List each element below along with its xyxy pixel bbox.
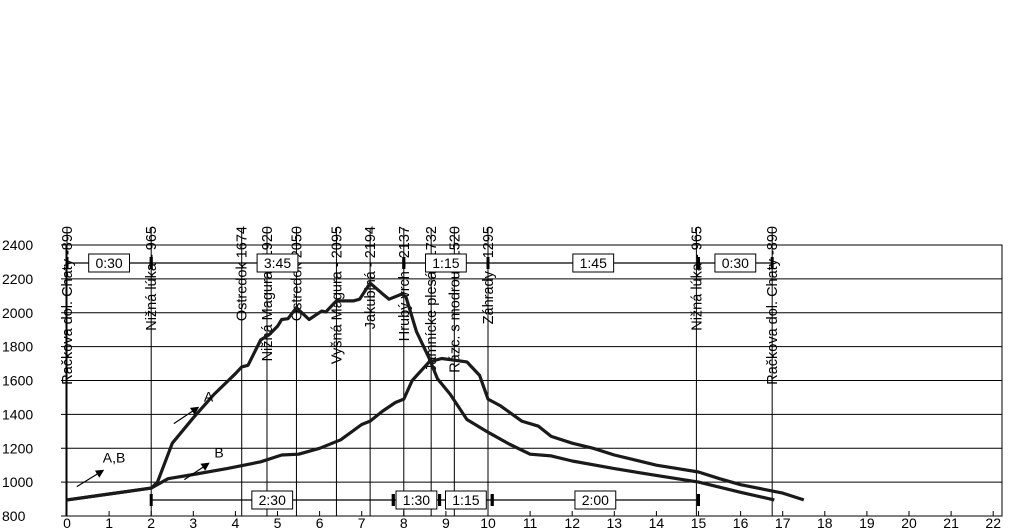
series-label-arrow [173,406,200,425]
waypoint-label: Vyšná Magura - 2095 [329,226,345,364]
time-segment-top-label: 1:15 [432,255,459,271]
series-label-A: A [204,389,214,405]
x-tick-label: 12 [564,515,580,531]
waypoint-label: Ostredok 1674 [235,226,251,321]
series-line-A [66,281,775,502]
waypoint-label: Ostredok 2050 [289,226,305,321]
x-tick-label: 4 [232,515,240,531]
time-segment-bottom-box [395,490,438,510]
waypoint-label: Nižná lúka - 965 [689,226,705,331]
x-tick-label: 14 [649,515,665,531]
x-tick-label: 11 [523,515,538,531]
x-tick-label: 18 [817,515,833,531]
x-tick-label: 5 [274,515,282,531]
time-segment-top-box [714,253,757,273]
x-tick-label: 21 [943,515,959,531]
time-segment-top-label: 0:30 [722,255,749,271]
x-tick-label: 17 [775,515,791,531]
x-tick-label: 2 [147,515,155,531]
y-tick-label: 800 [2,508,26,524]
y-tick-label: 1800 [2,339,33,355]
x-tick-label: 6 [316,515,324,531]
y-tick-label: 2200 [2,271,33,287]
series-label-B: B [214,445,223,461]
x-tick-label: 9 [442,515,450,531]
x-tick-label: 10 [480,515,496,531]
series-label-arrow [184,462,210,481]
waypoint-markers: Račkova dol. Chaty -890 Nižná lúka - 965 O… [60,226,781,516]
waypoint-label: Nižná Magura - 1920 [260,226,276,361]
time-segment-bottom-label: 2:30 [259,492,286,508]
y-tick-label: 1200 [2,440,33,456]
series-line-B [66,356,805,502]
time-segment-top-label: 0:30 [95,255,122,271]
time-segment-bottom-label: 1:30 [403,492,430,508]
y-tick-label: 1600 [2,373,33,389]
y-tick-label: 1400 [2,406,33,422]
time-segment-top-box [572,253,615,273]
x-tick-label: 13 [607,515,623,531]
x-tick-label: 20 [901,515,917,531]
time-segment-top-label: 1:45 [580,255,607,271]
time-segment-bottom-label: 2:00 [582,492,609,508]
x-tick-label: 22 [985,515,1001,531]
waypoint-label: Račkova dol. Chaty -890 [60,226,76,385]
time-segment-top-box [256,253,299,273]
waypoint-label: Jakubiná - 2194 [363,226,379,329]
x-tick-label: 0 [63,515,71,531]
time-segment-top-box [88,253,130,273]
x-tick-label: 16 [733,515,749,531]
waypoint-label: Nižná lúka - 965 [144,226,160,331]
x-tick-label: 1 [105,515,113,531]
x-tick-label: 7 [358,515,366,531]
x-tick-label: 15 [691,515,707,531]
time-segment-bottom-box [251,490,294,510]
waypoint-label: Račkova dol. Chaty -890 [765,226,781,385]
time-segment-bottom-box [444,490,487,510]
time-segment-bottom-label: 1:15 [452,492,479,508]
series-lines [66,281,805,502]
y-tick-label: 2400 [2,237,33,253]
x-tick-label: 3 [189,515,197,531]
annotation-label: A,B [103,450,126,466]
annotation-arrow [76,469,105,488]
x-tick-label: 8 [400,515,408,531]
time-segment-top-box [425,253,467,273]
time-segment-bottom-box [574,490,617,510]
series-labels: A B A,B [76,389,224,488]
waypoint-label: Záhrady - 1295 [481,226,497,324]
waypoint-label: Rázc. s modrou - 1520 [447,226,463,373]
time-segments: 0:30 3:45 1:15 1:45 0:30 2:30 1:30 1:15 2:00 [65,253,774,510]
x-tick-label: 19 [859,515,875,531]
y-tick-label: 2000 [2,305,33,321]
grid-lines [66,278,1002,483]
waypoint-label: Hrubý vrch - 2137 [397,226,413,341]
time-segment-top-label: 3:45 [264,255,291,271]
y-tick-label: 1000 [2,474,33,490]
